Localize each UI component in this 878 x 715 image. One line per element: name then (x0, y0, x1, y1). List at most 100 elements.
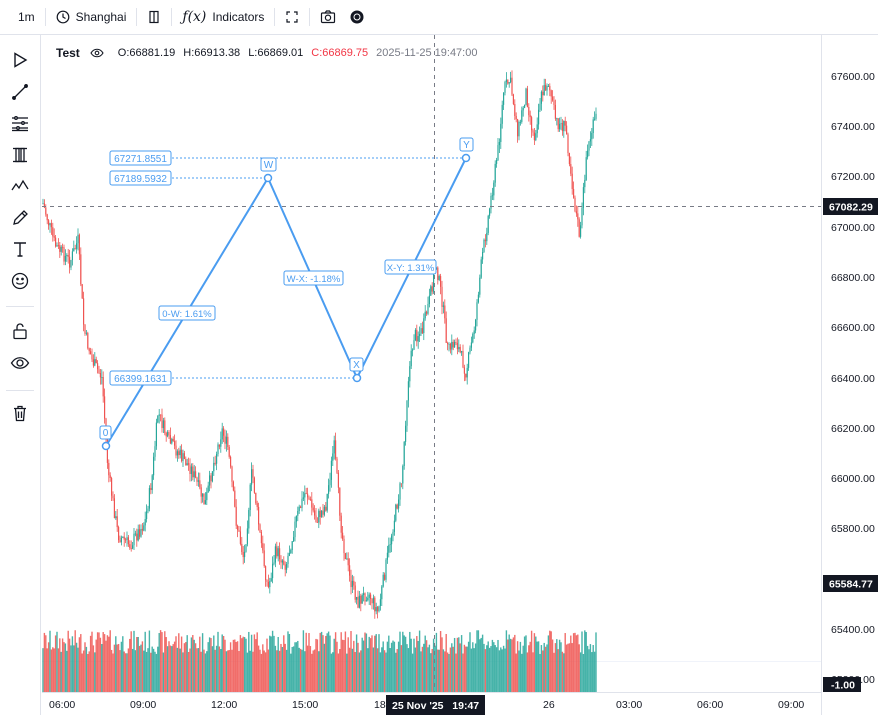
fib-icon (11, 114, 29, 137)
candle-body (76, 243, 78, 249)
candle-body (477, 294, 479, 303)
volume-bar (381, 647, 383, 692)
candle-body (420, 328, 422, 334)
candle-body (53, 236, 55, 238)
volume-bar (56, 631, 58, 692)
candle-body (543, 85, 545, 96)
text-tool-button[interactable] (8, 239, 32, 263)
volume-bar (315, 638, 317, 692)
candle-body (462, 351, 464, 368)
volume-bar (347, 637, 349, 692)
layout-button[interactable] (137, 0, 171, 34)
volume-bar (418, 630, 421, 692)
trash-icon (11, 404, 29, 427)
volume-bar (491, 639, 494, 692)
candle-body (582, 187, 584, 208)
wave-tool-button[interactable] (8, 176, 32, 200)
candle-body (497, 145, 499, 161)
legend-open: O:66881.19 (117, 47, 176, 59)
volume-bar (393, 641, 396, 692)
volume-bar (336, 641, 338, 692)
emoji-tool-button[interactable] (8, 271, 32, 295)
volume-bar (164, 631, 166, 692)
candle-body (406, 400, 408, 426)
candle-body (413, 340, 415, 350)
candle-body (364, 593, 366, 602)
candle-body (395, 504, 397, 521)
volume-bar (536, 641, 538, 692)
pattern-handle-0[interactable] (101, 441, 111, 451)
screenshot-button[interactable] (310, 0, 346, 34)
volume-bar (108, 636, 110, 692)
time-axis[interactable]: 06:00 09:00 12:00 15:00 18 26 03:00 06:0… (49, 695, 804, 715)
candle-body (451, 341, 453, 350)
candle-body (204, 500, 206, 505)
fib-tool-button[interactable] (8, 113, 32, 137)
timezone-button[interactable]: Shanghai (46, 0, 137, 34)
volume-bar (551, 639, 554, 692)
pattern-tool-button[interactable] (8, 145, 32, 169)
svg-text:65584.77: 65584.77 (829, 579, 873, 591)
volume-bar (297, 640, 299, 692)
volume-bar (112, 653, 114, 692)
indicators-button[interactable]: ƒ(x) Indicators (172, 0, 274, 34)
candle-body (90, 351, 92, 355)
volume-bar (462, 653, 464, 692)
volume-bar (560, 642, 562, 692)
candle-body (360, 595, 362, 604)
volume-bar (68, 638, 71, 692)
volume-bar (271, 630, 274, 692)
svg-text:W: W (264, 160, 274, 171)
volume-bar (584, 630, 586, 692)
candle-body (161, 414, 163, 429)
brush-tool-button[interactable] (8, 208, 32, 232)
cursor-tool-button[interactable] (8, 50, 32, 74)
candle-body (147, 508, 149, 512)
lock-tool-button[interactable] (8, 321, 32, 345)
pattern-handle-y[interactable] (461, 153, 471, 163)
candle-body (365, 600, 367, 602)
record-button[interactable] (346, 0, 374, 34)
pattern-handle-x[interactable] (352, 373, 362, 383)
fullscreen-button[interactable] (275, 0, 309, 34)
price-tick: 66800.00 (831, 272, 875, 284)
candle-body (88, 348, 90, 352)
candle-body (217, 444, 219, 455)
volume-bar (220, 648, 222, 692)
volume-bar (248, 631, 250, 692)
volume-bar (95, 639, 97, 692)
candle-body (174, 441, 176, 446)
symbol-title[interactable]: Test (56, 46, 80, 60)
price-label-x: 66399.1631 (109, 370, 172, 386)
volume-bar (82, 650, 85, 692)
candle-body (517, 119, 519, 137)
volume-bar (502, 645, 505, 692)
trendline-tool-button[interactable] (8, 82, 32, 106)
candle-body (367, 597, 369, 601)
delete-tool-button[interactable] (8, 403, 32, 427)
volume-bar (535, 636, 537, 692)
price-axis[interactable]: 67600.00 67400.00 67200.00 67000.00 6680… (823, 71, 878, 692)
volume-bar (178, 633, 180, 692)
volume-bar (570, 635, 572, 692)
volume-bar (66, 650, 68, 692)
interval-button[interactable]: 1m (0, 0, 45, 34)
eye-icon[interactable] (90, 48, 104, 58)
pattern-handle-w[interactable] (263, 173, 273, 183)
xabcd-pattern[interactable]: 67271.8551 67189.5932 66399.1631 0-W: 1.… (99, 137, 474, 451)
segment-label-wx: W-X: -1.18% (283, 270, 344, 286)
candle-body (335, 440, 337, 459)
volume-bar (595, 632, 597, 692)
candle-body (409, 366, 411, 382)
candle-body (526, 88, 528, 108)
volume-bar (292, 646, 295, 692)
candle-body (202, 493, 204, 497)
candle-body (203, 493, 205, 505)
visibility-tool-button[interactable] (8, 353, 32, 377)
volume-bar (592, 645, 594, 692)
volume-bar (474, 643, 477, 692)
candle-body (326, 493, 328, 511)
time-tick: 15:00 (292, 699, 318, 711)
volume-bar (329, 635, 331, 692)
